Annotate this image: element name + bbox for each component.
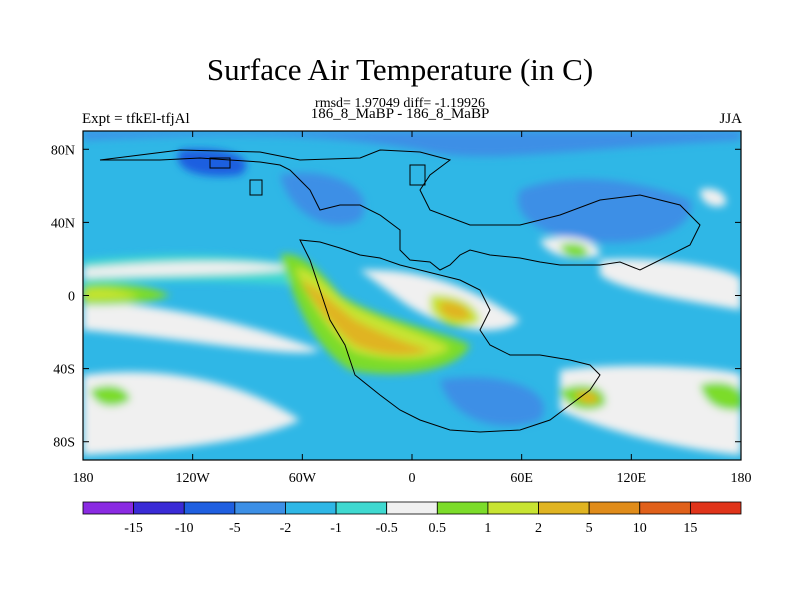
colorbar-label: 0.5: [429, 521, 447, 536]
colorbar-swatch: [538, 501, 590, 515]
lon-tick-label: 120W: [176, 471, 211, 486]
colorbar-swatch: [234, 501, 286, 515]
colorbar-swatch: [183, 501, 236, 515]
lat-tick-label: 40N: [51, 216, 75, 231]
lat-tick-label: 0: [68, 290, 75, 305]
lat-tick-label: 80S: [53, 436, 75, 451]
colorbar: -15 -10 -5 -2 -1 -0.5 0.5 1 2 5 10 15: [82, 501, 742, 536]
colorbar-label: 10: [633, 521, 647, 536]
lon-tick-label: 120E: [617, 471, 647, 486]
colorbar-label: 15: [683, 521, 697, 536]
lon-tick-label: 60E: [510, 471, 533, 486]
lon-tick-label: 180: [73, 471, 94, 486]
colorbar-label: 5: [586, 521, 593, 536]
colorbar-swatch: [133, 501, 185, 515]
colorbar-swatch: [82, 501, 135, 515]
lat-tick-label: 40S: [53, 363, 75, 378]
colorbar-label: -1: [330, 521, 342, 536]
colorbar-swatch: [588, 501, 641, 515]
lon-tick-label: 0: [409, 471, 416, 486]
colorbar-swatch: [386, 501, 438, 515]
comparison-subtitle: 186_8_MaBP - 186_8_MaBP: [310, 106, 490, 122]
colorbar-label: -5: [229, 521, 241, 536]
stats-subtitle: rmsd= 1.97049 diff= -1.19926: [315, 96, 485, 111]
longitude-axis: 180 120W 60W 0 60E 120E 180: [73, 131, 752, 486]
colorbar-label: 1: [484, 521, 491, 536]
chart-title: Surface Air Temperature (in C): [206, 52, 594, 87]
colorbar-swatch: [689, 501, 742, 515]
colorbar-swatch: [335, 501, 388, 515]
colorbar-label: -15: [124, 521, 143, 536]
colorbar-swatch: [639, 501, 691, 515]
lon-tick-label: 180: [731, 471, 752, 486]
season-label: JJA: [719, 111, 742, 127]
continent-outlines: [99, 149, 701, 433]
latitude-axis: 80N 40N 0 40S 80S: [51, 143, 741, 451]
colorbar-label: -2: [280, 521, 292, 536]
colorbar-label: -0.5: [376, 521, 398, 536]
colorbar-swatch: [487, 501, 539, 515]
colorbar-label: -10: [175, 521, 194, 536]
colorbar-label: 2: [535, 521, 542, 536]
lat-tick-label: 80N: [51, 143, 75, 158]
colorbar-swatch: [436, 501, 489, 515]
temperature-field: [83, 131, 741, 460]
lon-tick-label: 60W: [289, 471, 317, 486]
experiment-label: Expt = tfkEl-tfjAl: [82, 111, 190, 127]
colorbar-swatch: [285, 501, 337, 515]
